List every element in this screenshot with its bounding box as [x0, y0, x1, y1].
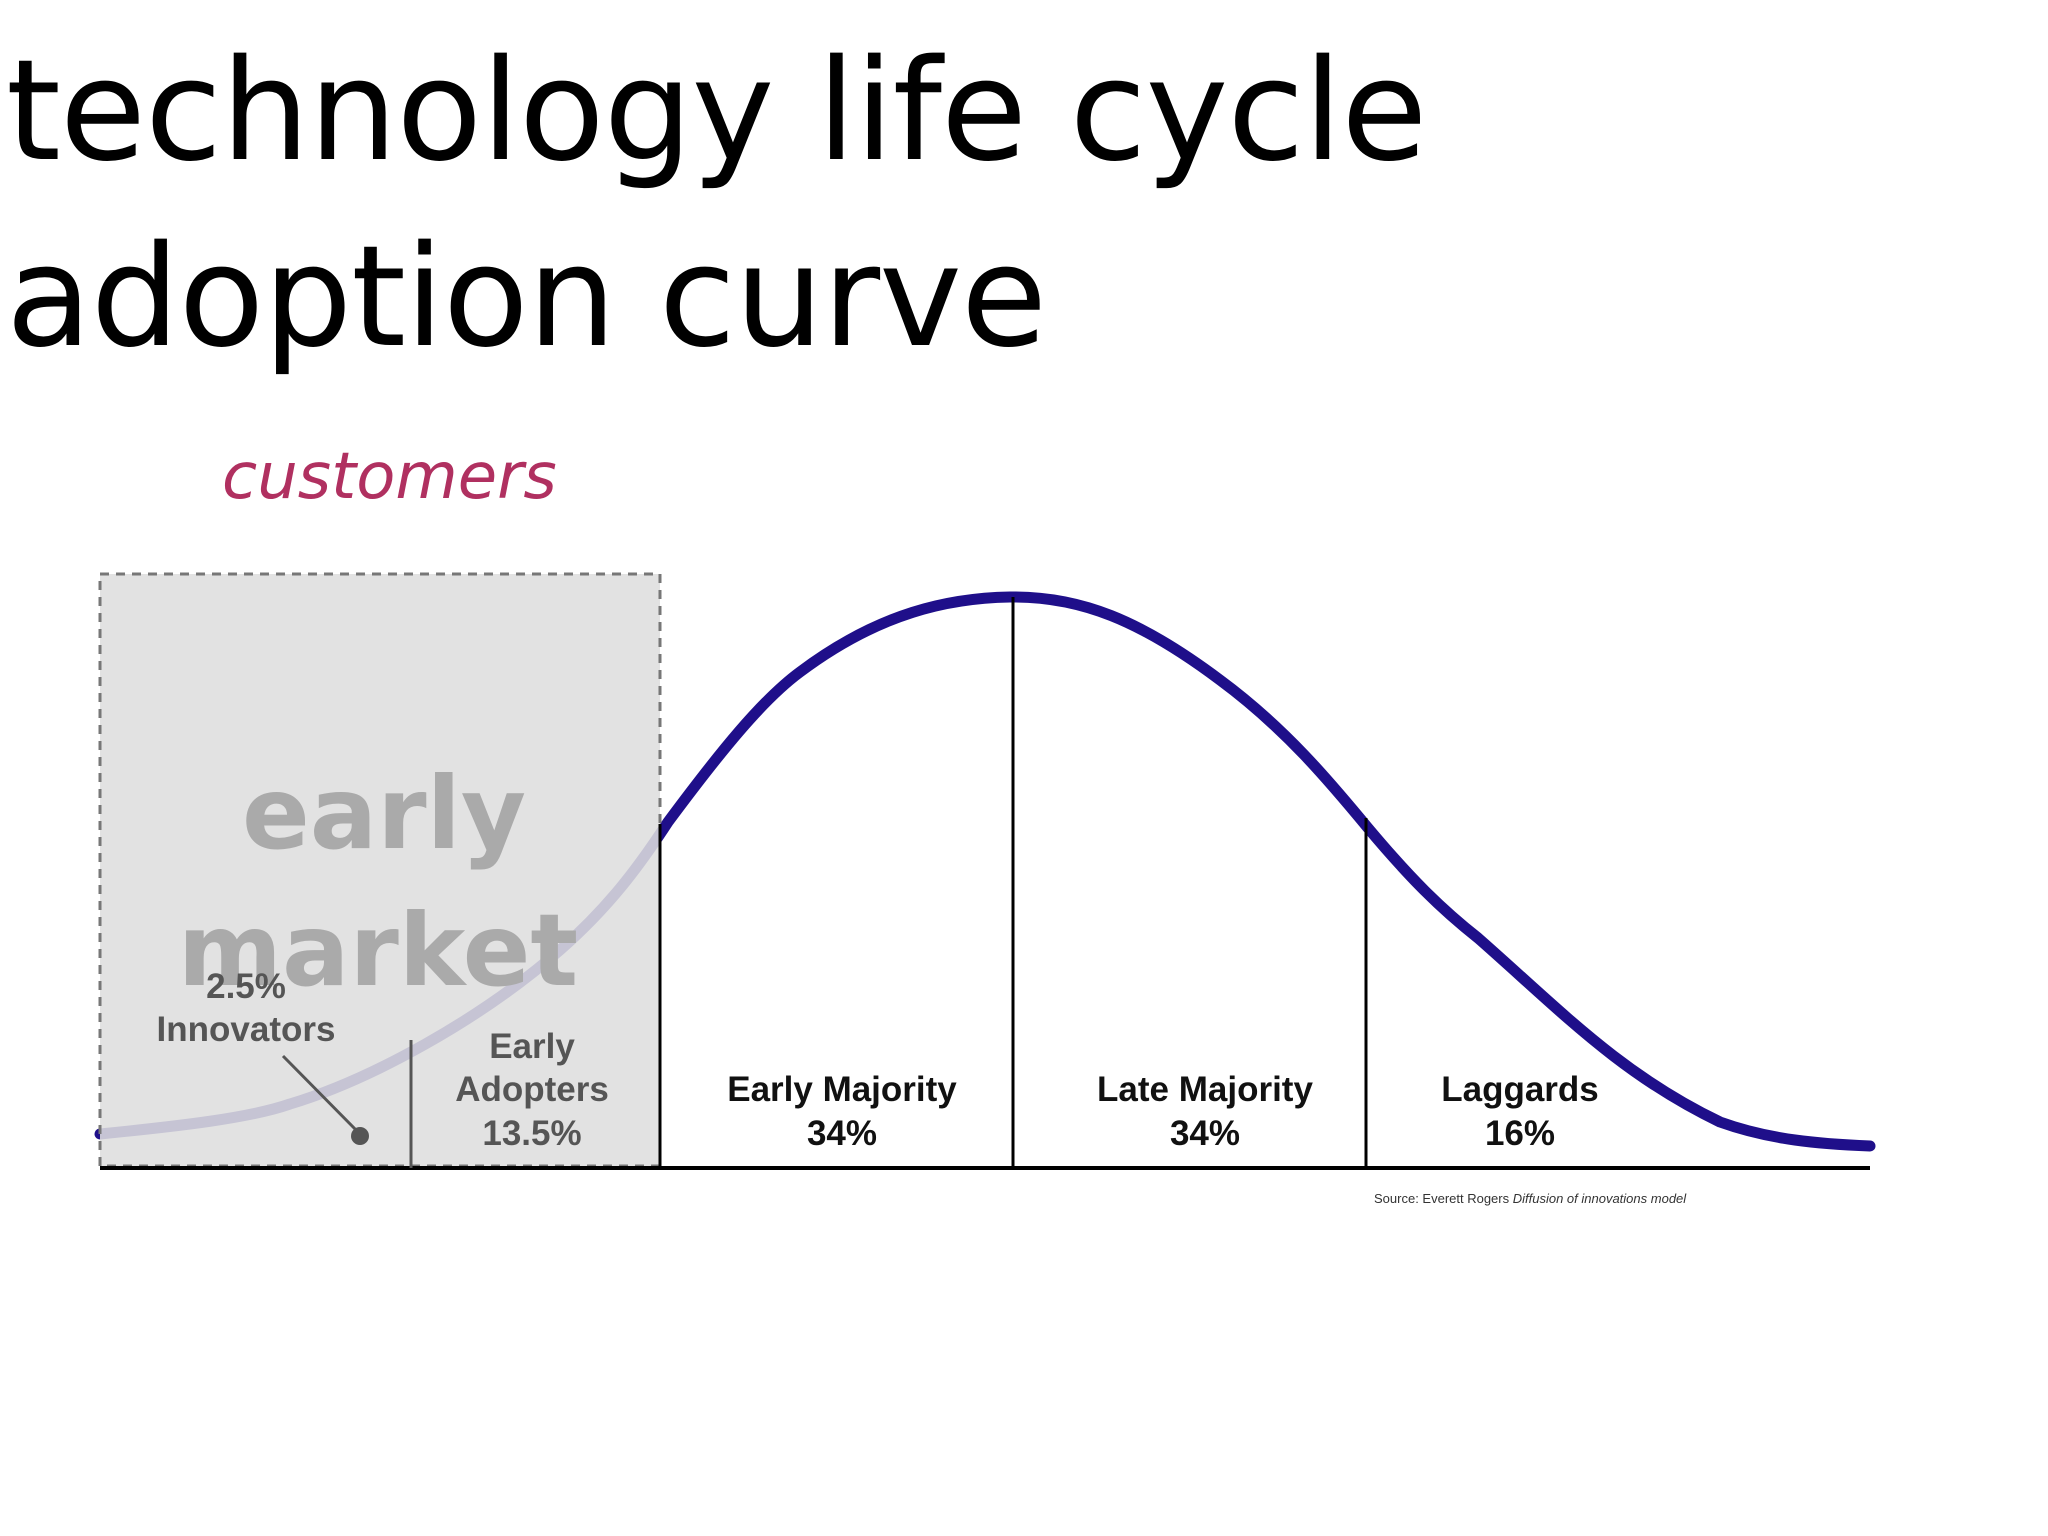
laggards-percent: 16%	[1485, 1114, 1555, 1153]
innovators-label: Innovators	[157, 1010, 336, 1049]
source-note: Source: Everett Rogers Diffusion of inno…	[1374, 1191, 1687, 1206]
innovators-pointer-dot	[351, 1127, 369, 1145]
source-prefix: Source: Everett Rogers	[1374, 1191, 1513, 1206]
early-adopters-percent: 13.5%	[482, 1114, 581, 1153]
early-market-label-line-2: market	[178, 892, 578, 1009]
late-majority-label: Late Majority	[1097, 1070, 1313, 1109]
early-majority-label: Early Majority	[727, 1070, 957, 1109]
early-majority-percent: 34%	[807, 1114, 877, 1153]
source-work: Diffusion of innovations model	[1513, 1191, 1688, 1206]
laggards-label: Laggards	[1441, 1070, 1599, 1109]
early-market-region	[98, 572, 662, 1168]
early-adopters-label-line-2: Adopters	[455, 1070, 609, 1109]
slide-subtitle: customers	[222, 440, 557, 514]
early-market-label-line-1: early	[242, 755, 526, 872]
slide-title-line-2: adoption curve	[6, 216, 1047, 379]
slide-title-line-1: technology life cycle	[6, 30, 1427, 193]
innovators-percent: 2.5%	[206, 967, 286, 1006]
late-majority-percent: 34%	[1170, 1114, 1240, 1153]
early-adopters-label-line-1: Early	[489, 1027, 575, 1066]
innovators-pointer-line	[281, 1054, 361, 1135]
